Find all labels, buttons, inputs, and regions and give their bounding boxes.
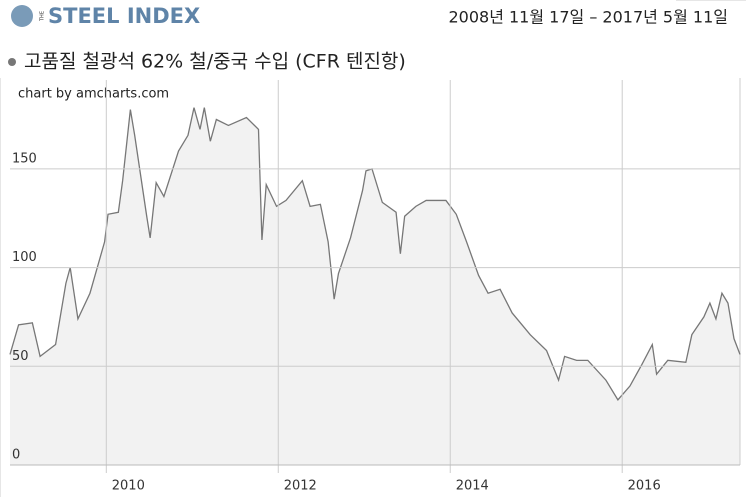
y-tick-label: 0 <box>12 448 20 463</box>
area <box>10 107 740 466</box>
logo-small: THE <box>40 11 46 22</box>
x-tick-label: 2014 <box>456 479 489 494</box>
title-bullet <box>8 58 16 66</box>
chart-title: 고품질 철광석 62% 철/중국 수입 (CFR 텐진항) <box>24 51 406 73</box>
x-tick-label: 2016 <box>628 479 661 494</box>
y-tick-label: 150 <box>12 151 37 166</box>
y-tick-label: 100 <box>12 250 37 265</box>
date-range: 2008년 11월 17일 – 2017년 5월 11일 <box>448 8 728 27</box>
x-tick-label: 2012 <box>284 479 317 494</box>
credit: chart by amcharts.com <box>18 87 169 102</box>
y-tick-label: 50 <box>12 349 29 364</box>
logo-icon <box>11 5 33 27</box>
logo: STEEL INDEX <box>48 4 200 28</box>
line <box>9 107 741 401</box>
x-tick-label: 2010 <box>112 479 145 494</box>
